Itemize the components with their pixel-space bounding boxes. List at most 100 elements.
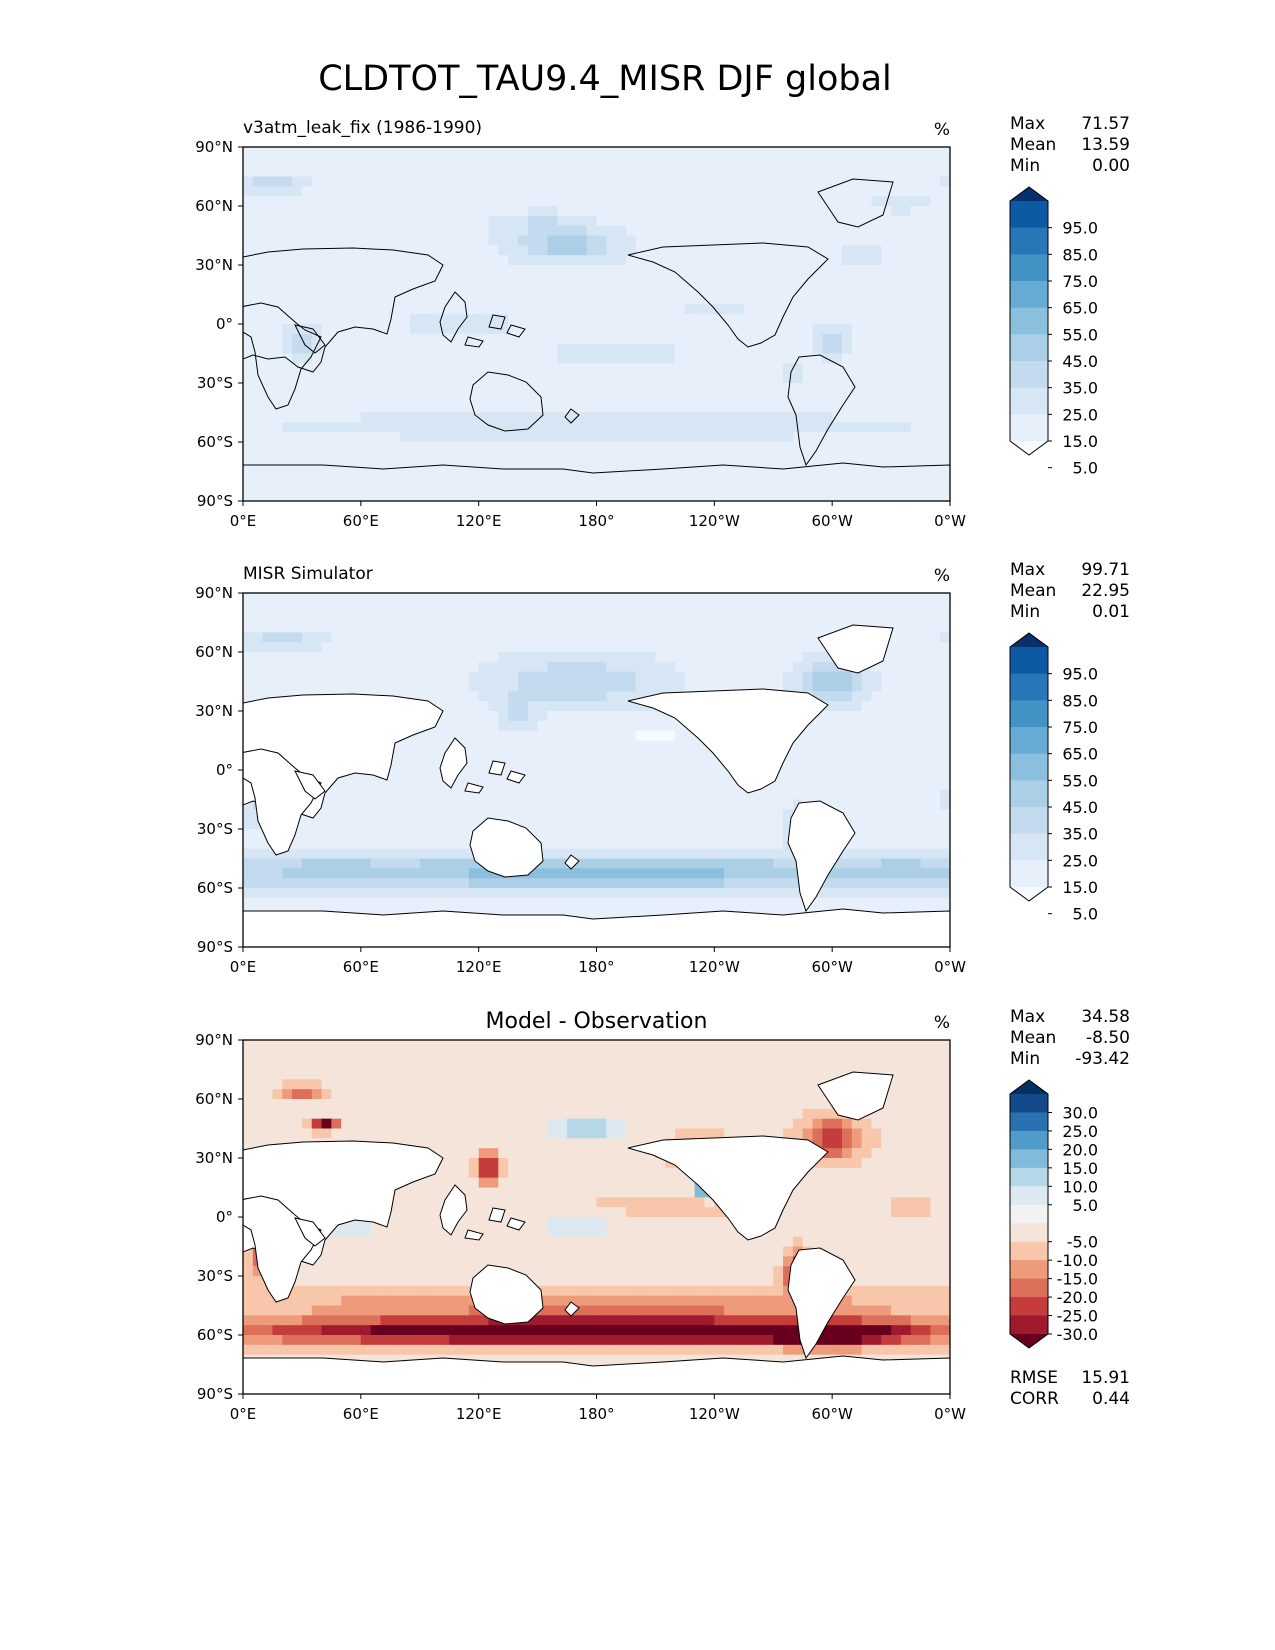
grid-cell bbox=[331, 868, 342, 879]
grid-cell bbox=[675, 284, 686, 296]
grid-cell bbox=[851, 720, 863, 732]
grid-cell bbox=[684, 304, 696, 315]
grid-cell bbox=[508, 225, 519, 237]
grid-cell bbox=[586, 284, 598, 296]
grid-cell bbox=[625, 789, 637, 801]
grid-cell bbox=[920, 858, 931, 869]
grid-cell bbox=[704, 897, 715, 909]
grid-cell bbox=[449, 324, 460, 335]
grid-cell bbox=[763, 166, 774, 178]
grid-cell bbox=[498, 333, 509, 345]
grid-cell bbox=[252, 819, 264, 830]
grid-cell bbox=[841, 711, 853, 722]
grid-cell bbox=[861, 422, 873, 433]
grid-cell bbox=[537, 235, 548, 246]
grid-cell bbox=[282, 848, 293, 860]
grid-cell bbox=[321, 156, 332, 168]
grid-cell bbox=[321, 858, 332, 869]
grid-cell bbox=[390, 215, 401, 227]
grid-cell bbox=[812, 294, 823, 305]
grid-cell bbox=[645, 711, 657, 722]
grid-cell bbox=[331, 284, 342, 296]
grid-cell bbox=[881, 451, 892, 463]
grid-cell bbox=[792, 147, 804, 158]
grid-cell bbox=[773, 442, 784, 453]
grid-cell bbox=[871, 720, 882, 732]
grid-cell bbox=[665, 652, 676, 663]
grid-cell bbox=[792, 681, 804, 692]
grid-cell bbox=[861, 225, 873, 237]
grid-cell bbox=[841, 215, 853, 227]
grid-cell bbox=[753, 225, 765, 237]
grid-cell bbox=[684, 789, 696, 801]
grid-cell bbox=[773, 848, 784, 860]
grid-cell bbox=[586, 402, 598, 414]
grid-cell bbox=[881, 878, 892, 889]
grid-cell bbox=[606, 432, 617, 443]
grid-cell bbox=[616, 897, 627, 909]
grid-cell bbox=[694, 632, 706, 643]
grid-cell bbox=[920, 897, 931, 909]
grid-cell bbox=[439, 461, 450, 473]
grid-cell bbox=[910, 878, 922, 889]
grid-cell bbox=[419, 491, 431, 501]
grid-cell bbox=[557, 156, 568, 168]
grid-cell bbox=[429, 304, 440, 315]
grid-cell bbox=[331, 314, 342, 325]
grid-cell bbox=[527, 730, 539, 742]
grid-cell bbox=[900, 176, 912, 187]
grid-cell bbox=[900, 770, 912, 781]
grid-cell bbox=[616, 819, 627, 830]
grid-cell bbox=[360, 392, 372, 404]
grid-cell bbox=[459, 491, 470, 501]
grid-cell bbox=[508, 491, 519, 501]
grid-cell bbox=[930, 819, 941, 830]
grid-cell bbox=[753, 838, 765, 850]
grid-cell bbox=[763, 593, 774, 604]
grid-cell bbox=[252, 888, 264, 899]
grid-cell bbox=[920, 363, 931, 374]
grid-cell bbox=[321, 622, 332, 633]
grid-cell bbox=[871, 612, 882, 624]
grid-cell bbox=[832, 235, 843, 246]
grid-cell bbox=[832, 671, 843, 683]
grid-cell bbox=[272, 612, 283, 624]
grid-cell bbox=[910, 353, 922, 364]
grid-cell bbox=[419, 779, 431, 791]
grid-cell bbox=[900, 186, 912, 197]
grid-cell bbox=[468, 632, 480, 643]
grid-cell bbox=[282, 284, 293, 296]
grid-cell bbox=[625, 750, 637, 761]
grid-cell bbox=[743, 245, 755, 256]
grid-cell bbox=[822, 255, 833, 266]
grid-cell bbox=[586, 622, 598, 633]
grid-cell bbox=[243, 294, 254, 305]
grid-cell bbox=[547, 333, 558, 345]
grid-cell bbox=[704, 235, 715, 246]
grid-cell bbox=[537, 363, 548, 374]
grid-cell bbox=[714, 681, 725, 692]
grid-cell bbox=[557, 442, 568, 453]
grid-cell bbox=[517, 451, 529, 463]
grid-cell bbox=[331, 819, 342, 830]
grid-cell bbox=[724, 166, 735, 178]
grid-cell bbox=[341, 661, 352, 673]
grid-cell bbox=[360, 471, 372, 482]
grid-cell bbox=[743, 284, 755, 296]
grid-cell bbox=[321, 176, 332, 187]
grid-cell bbox=[488, 383, 499, 394]
grid-cell bbox=[429, 622, 440, 633]
grid-cell bbox=[763, 652, 774, 663]
grid-cell bbox=[586, 196, 598, 207]
grid-cell bbox=[488, 602, 499, 614]
grid-cell bbox=[292, 858, 303, 869]
grid-cell bbox=[459, 412, 470, 423]
grid-cell bbox=[488, 206, 499, 217]
grid-cell bbox=[763, 363, 774, 374]
grid-cell bbox=[940, 593, 950, 604]
grid-cell bbox=[508, 671, 519, 683]
grid-cell bbox=[694, 622, 706, 633]
grid-cell bbox=[616, 196, 627, 207]
grid-cell bbox=[910, 848, 922, 860]
grid-cell bbox=[822, 711, 833, 722]
